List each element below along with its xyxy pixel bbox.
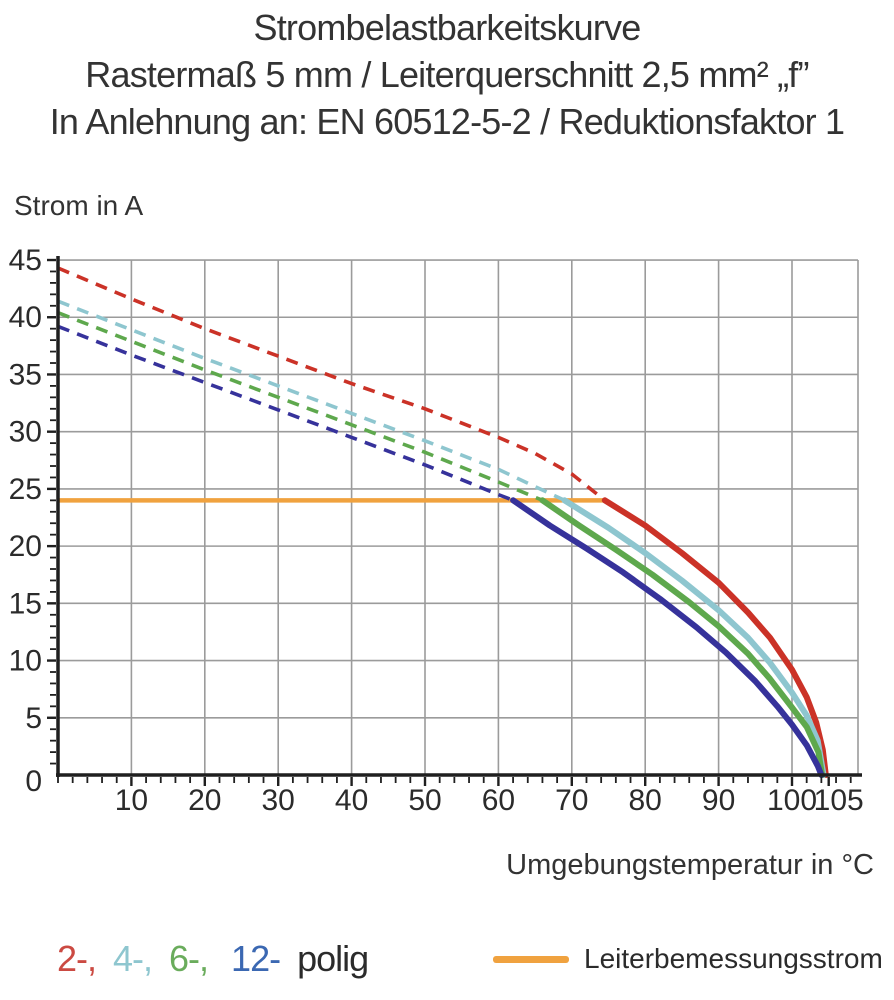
y-tick-label: 25: [9, 473, 42, 506]
x-tick-label: 70: [555, 784, 588, 817]
y-tick-label: 40: [9, 301, 42, 334]
series-4-polig-dashed: [57, 299, 566, 502]
x-tick-label: 90: [702, 784, 735, 817]
y-tick-label: 30: [9, 416, 42, 449]
x-tick-label: 10: [115, 784, 148, 817]
series-12-polig-dashed: [57, 324, 514, 502]
x-tick-label: 105: [814, 784, 864, 817]
series-2-polig-solid: [601, 497, 829, 778]
series-6-polig-solid: [539, 497, 826, 778]
y-tick-label: 10: [9, 645, 42, 678]
chart-title-line3: In Anlehnung an: EN 60512-5-2 / Reduktio…: [49, 101, 845, 142]
y-axis-title: Strom in A: [14, 190, 144, 221]
chart-title-block: Strombelastbarkeitskurve Rastermaß 5 mm …: [0, 4, 894, 145]
legend-pole-4: 4-,: [113, 938, 153, 979]
gridlines: [58, 259, 859, 775]
legend-pole-word: polig: [297, 938, 369, 979]
series-12-polig-solid: [510, 497, 825, 778]
x-tick-label: 30: [262, 784, 295, 817]
x-axis-title: Umgebungstemperatur in °C: [506, 849, 874, 881]
legend-pole-6: 6-,: [169, 938, 209, 979]
y-tick-label: 20: [9, 530, 42, 563]
series-2-polig-dashed: [57, 266, 606, 502]
x-tick-label: 40: [335, 784, 368, 817]
y-tick-label: 5: [25, 702, 42, 735]
limit-line-swatch-icon: [493, 955, 569, 963]
y-tick-label: 35: [9, 358, 42, 391]
x-tick-label: 80: [629, 784, 662, 817]
y-tick-label: 45: [9, 244, 42, 277]
legend-pole-12: 12-: [231, 938, 281, 979]
legend-pole-2: 2-,: [57, 938, 97, 979]
axis-ticks: [47, 258, 852, 786]
series-6-polig-dashed: [57, 311, 544, 502]
legend-limit: Leiterbemessungsstrom: [493, 938, 883, 980]
x-tick-label: 20: [188, 784, 221, 817]
legend-limit-label: Leiterbemessungsstrom: [584, 943, 883, 974]
series-4-polig-solid: [561, 497, 827, 778]
x-tick-label: 60: [482, 784, 515, 817]
y-tick-label: 0: [25, 765, 42, 798]
y-tick-label: 15: [9, 587, 42, 620]
x-tick-label: 100: [767, 784, 817, 817]
chart-title-line1: Strombelastbarkeitskurve: [253, 7, 642, 48]
chart-title-line2: Rastermaß 5 mm / Leiterquerschnitt 2,5 m…: [85, 54, 809, 95]
legend-poles: 2-, 4-, 6-, 12- polig: [57, 938, 369, 980]
tick-labels: 10 20 30 40 50 60 70 80 90 1001054540353025201510…: [9, 244, 864, 817]
x-tick-label: 50: [408, 784, 441, 817]
